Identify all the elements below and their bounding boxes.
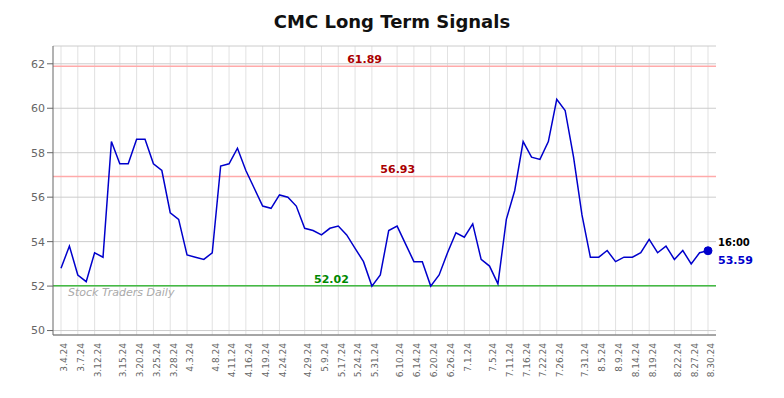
svg-text:8.5.24: 8.5.24 xyxy=(597,343,607,372)
svg-text:61.89: 61.89 xyxy=(347,53,382,66)
svg-text:16:00: 16:00 xyxy=(718,237,750,248)
svg-text:8.27.24: 8.27.24 xyxy=(690,343,700,378)
svg-text:53.59: 53.59 xyxy=(718,254,753,267)
svg-text:4.24.24: 4.24.24 xyxy=(278,343,288,378)
svg-text:7.26.24: 7.26.24 xyxy=(555,343,565,378)
svg-text:4.3.24: 4.3.24 xyxy=(185,343,195,372)
svg-text:4.19.24: 4.19.24 xyxy=(261,343,271,378)
svg-text:50: 50 xyxy=(31,324,45,337)
svg-text:3.15.24: 3.15.24 xyxy=(118,343,128,378)
svg-text:8.19.24: 8.19.24 xyxy=(648,343,658,378)
svg-text:6.20.24: 6.20.24 xyxy=(429,343,439,378)
svg-text:62: 62 xyxy=(31,58,45,71)
svg-text:52.02: 52.02 xyxy=(314,273,349,286)
html-text:Stock Traders Daily: Stock Traders Daily xyxy=(68,286,175,300)
svg-text:6.10.24: 6.10.24 xyxy=(395,343,405,378)
svg-text:8.14.24: 8.14.24 xyxy=(631,343,641,378)
svg-text:8.9.24: 8.9.24 xyxy=(614,343,624,372)
svg-text:5.9.24: 5.9.24 xyxy=(320,343,330,372)
svg-text:60: 60 xyxy=(31,102,45,115)
svg-text:7.31.24: 7.31.24 xyxy=(580,343,590,378)
svg-text:3.28.24: 3.28.24 xyxy=(169,343,179,378)
svg-text:3.25.24: 3.25.24 xyxy=(152,343,162,378)
svg-text:3.20.24: 3.20.24 xyxy=(135,343,145,378)
svg-text:3.7.24: 3.7.24 xyxy=(76,343,86,372)
html-text:CMC Long Term Signals: CMC Long Term Signals xyxy=(273,11,511,32)
svg-text:52: 52 xyxy=(31,280,45,293)
svg-text:3.4.24: 3.4.24 xyxy=(59,343,69,372)
svg-text:6.26.24: 6.26.24 xyxy=(446,343,456,378)
svg-text:4.11.24: 4.11.24 xyxy=(227,343,237,378)
svg-text:7.1.24: 7.1.24 xyxy=(463,343,473,372)
svg-text:54: 54 xyxy=(31,236,45,249)
svg-text:7.22.24: 7.22.24 xyxy=(538,343,548,378)
svg-text:8.30.24: 8.30.24 xyxy=(706,343,716,378)
svg-text:56: 56 xyxy=(31,191,45,204)
svg-text:8.22.24: 8.22.24 xyxy=(673,343,683,378)
svg-text:7.5.24: 7.5.24 xyxy=(488,343,498,372)
svg-text:3.12.24: 3.12.24 xyxy=(93,343,103,378)
svg-text:56.93: 56.93 xyxy=(380,163,415,176)
svg-text:58: 58 xyxy=(31,147,45,160)
svg-text:4.29.24: 4.29.24 xyxy=(303,343,313,378)
svg-text:7.11.24: 7.11.24 xyxy=(505,343,515,378)
svg-text:6.14.24: 6.14.24 xyxy=(412,343,422,378)
svg-text:4.16.24: 4.16.24 xyxy=(244,343,254,378)
svg-text:7.16.24: 7.16.24 xyxy=(522,343,532,378)
svg-text:5.17.24: 5.17.24 xyxy=(337,343,347,378)
svg-text:5.31.24: 5.31.24 xyxy=(370,343,380,378)
svg-text:4.8.24: 4.8.24 xyxy=(211,343,221,372)
svg-text:5.24.24: 5.24.24 xyxy=(353,343,363,378)
